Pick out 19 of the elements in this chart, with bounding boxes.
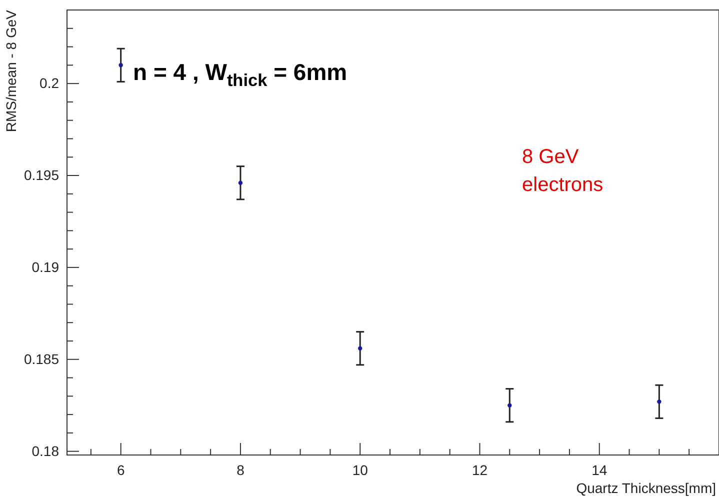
annotation: 8 GeV electrons — [522, 146, 604, 196]
y-tick-label: 0.18 — [32, 442, 60, 459]
point — [118, 63, 123, 68]
x-tick-label: 14 — [592, 462, 608, 478]
x-tick-label: 10 — [352, 462, 368, 478]
y-tick-label: 0.195 — [24, 166, 60, 183]
y-tick-label: 0.185 — [24, 350, 60, 367]
y-tick-label: 0.19 — [32, 258, 60, 275]
point — [358, 346, 362, 350]
point — [238, 180, 243, 185]
x-tick-label: 12 — [472, 462, 488, 478]
x-tick-label: 6 — [116, 462, 125, 478]
x-axis-title: Quartz Thickness[mm] — [576, 480, 716, 496]
point — [657, 400, 662, 404]
annotation: n = 4 , W$_{thick}$ = 6mm — [133, 59, 348, 90]
x-tick-label: 8 — [236, 462, 245, 478]
y-tick-label: 0.2 — [40, 75, 60, 92]
point — [508, 403, 512, 408]
y-axis-title: RMS/mean - 8 GeV — [3, 9, 19, 132]
